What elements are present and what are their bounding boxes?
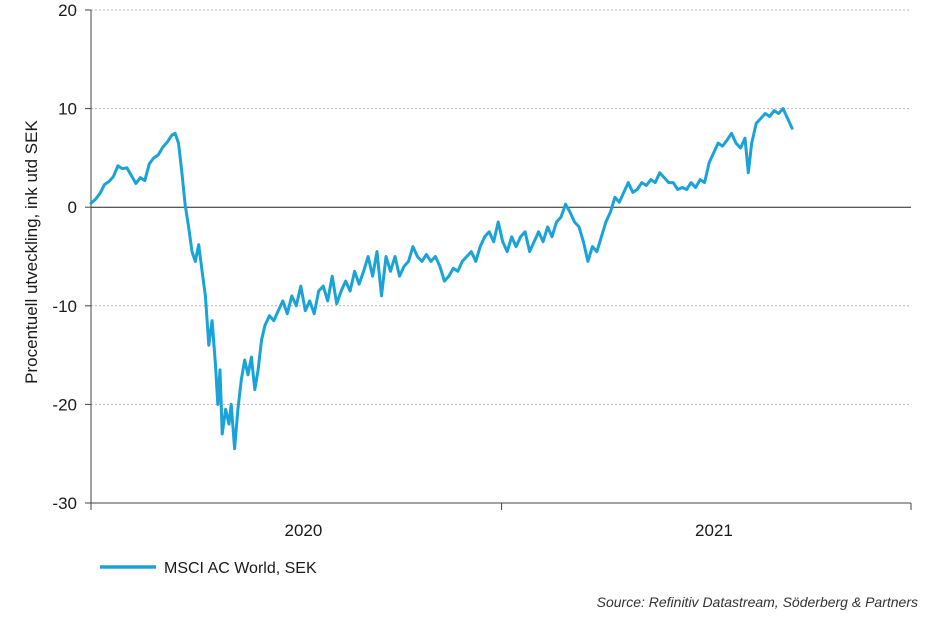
source-note: Source: Refinitiv Datastream, Söderberg …: [597, 594, 918, 610]
legend: MSCI AC World, SEK: [100, 560, 317, 577]
series-line: [89, 107, 794, 451]
y-axis-label: Procentuell utveckling, ink utd SEK: [22, 120, 41, 384]
legend-label: MSCI AC World, SEK: [164, 560, 317, 577]
y-tick-label: -20: [52, 395, 77, 414]
y-tick-label: 0: [68, 198, 77, 217]
series-layer: [89, 107, 794, 451]
y-tick-label: -10: [52, 297, 77, 316]
x-tick-label: 2021: [695, 521, 733, 540]
y-tick-label: 20: [58, 1, 77, 20]
grid-lines: [91, 9, 911, 405]
axes: [85, 9, 912, 510]
tick-labels: 20 10 0 -10 -20 -30 2020 2021: [52, 1, 732, 540]
y-tick-label: -30: [52, 494, 77, 513]
y-tick-label: 10: [58, 100, 77, 119]
x-tick-label: 2020: [284, 521, 322, 540]
